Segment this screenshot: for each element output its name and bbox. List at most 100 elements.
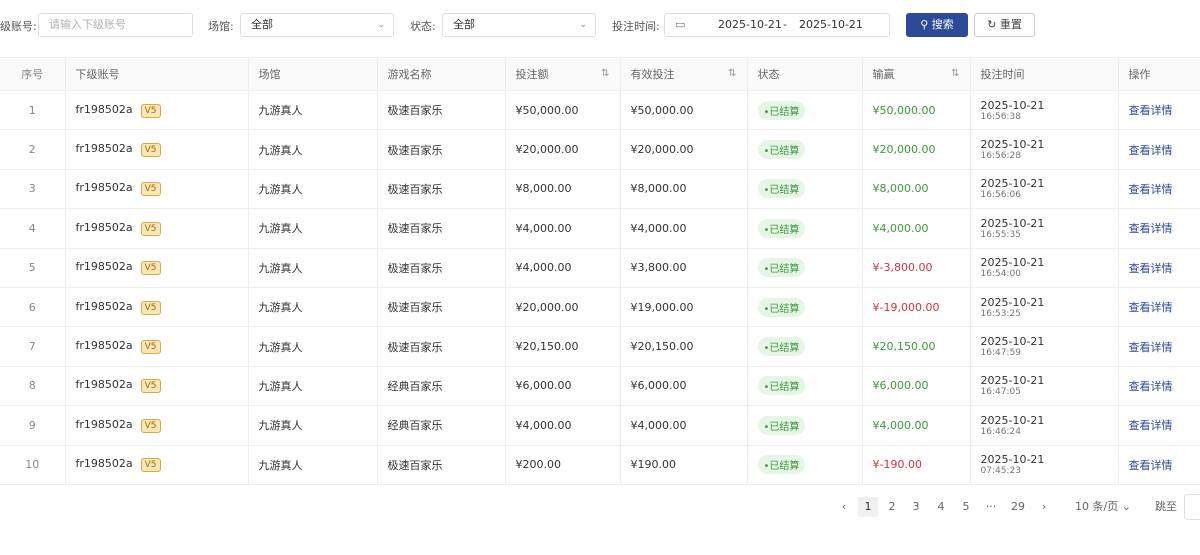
row-index: 3	[0, 169, 66, 210]
vip-badge: V5	[140, 340, 161, 355]
game-cell: 极速百家乐	[377, 445, 506, 485]
action-cell: 查看详情	[1118, 129, 1200, 170]
column-header[interactable]: 有效投注 ⇅	[620, 57, 748, 91]
page-size-select[interactable]: 10 条/页 ⌄	[1075, 500, 1131, 513]
valid-bet-cell: ¥4,000.00	[620, 405, 748, 446]
win-loss-cell: ¥4,000.00	[862, 405, 971, 446]
search-icon: ⚲	[920, 18, 932, 31]
calendar-icon: ▭	[675, 18, 686, 31]
chevron-down-icon: ⌄	[377, 20, 385, 30]
valid-bet-cell: ¥19,000.00	[620, 287, 748, 328]
win-loss-cell: ¥8,000.00	[862, 169, 971, 210]
view-details-link[interactable]: 查看详情	[1128, 222, 1173, 236]
venue-cell: 九游真人	[248, 169, 378, 210]
account-cell: fr198502a V5	[65, 287, 249, 328]
sort-icon[interactable]: ⇅	[601, 68, 610, 79]
page-button[interactable]: 2	[888, 500, 896, 513]
page-button[interactable]: 1	[858, 497, 878, 517]
view-details-link[interactable]: 查看详情	[1128, 419, 1173, 433]
bet-cell: ¥4,000.00	[505, 208, 621, 249]
refresh-icon: ↻	[987, 18, 1000, 31]
win-loss-cell: ¥4,000.00	[862, 208, 971, 249]
view-details-link[interactable]: 查看详情	[1128, 379, 1173, 393]
view-details-link[interactable]: 查看详情	[1128, 340, 1173, 354]
page-button[interactable]: 5	[962, 500, 970, 513]
status-badge: •已结算	[757, 337, 806, 357]
jump-input[interactable]	[1184, 494, 1200, 520]
game-cell: 极速百家乐	[377, 90, 506, 131]
venue-label: 场馆:	[208, 20, 234, 33]
bet-cell: ¥20,150.00	[505, 326, 621, 367]
page-button[interactable]: 4	[937, 500, 945, 513]
view-details-link[interactable]: 查看详情	[1128, 301, 1173, 315]
column-header: 场馆	[248, 57, 378, 91]
jump-label: 跳至	[1155, 500, 1177, 513]
row-index: 7	[0, 326, 66, 367]
sort-icon[interactable]: ⇅	[728, 68, 737, 79]
page-button[interactable]: ···	[985, 500, 997, 513]
chevron-down-icon: ⌄	[1121, 500, 1131, 513]
game-cell: 极速百家乐	[377, 208, 506, 249]
account-cell: fr198502a V5	[65, 129, 249, 170]
account-cell: fr198502a V5	[65, 90, 249, 131]
bet-cell: ¥4,000.00	[505, 248, 621, 288]
valid-bet-cell: ¥3,800.00	[620, 248, 748, 288]
time-cell: 2025-10-21 16:55:35	[970, 208, 1119, 249]
view-details-link[interactable]: 查看详情	[1128, 261, 1173, 275]
win-loss-cell: ¥6,000.00	[862, 366, 971, 407]
view-details-link[interactable]: 查看详情	[1128, 104, 1173, 118]
column-header[interactable]: 输赢 ⇅	[862, 57, 971, 91]
page-button[interactable]: 3	[912, 500, 920, 513]
reset-button[interactable]: ↻ 重置	[974, 13, 1035, 37]
win-loss-cell: ¥20,000.00	[862, 129, 971, 170]
vip-badge: V5	[140, 103, 161, 118]
vip-badge: V5	[140, 418, 161, 433]
column-header[interactable]: 投注额 ⇅	[505, 57, 621, 91]
status-label: 状态:	[410, 20, 436, 33]
filter-bar: 级账号: 请输入下级账号 场馆: 全部 ⌄ 状态: 全部 ⌄ 投注时间: ▭ 202…	[0, 13, 1200, 37]
win-loss-cell: ¥50,000.00	[862, 90, 971, 131]
win-loss-cell: ¥20,150.00	[862, 326, 971, 367]
page-button[interactable]: 29	[1011, 500, 1025, 513]
date-range-picker[interactable]: ▭ 2025-10-21 - 2025-10-21	[664, 13, 890, 37]
table-row: 7 fr198502a V5 九游真人 极速百家乐 ¥20,150.00 ¥20,…	[0, 326, 1200, 367]
status-badge: •已结算	[757, 179, 806, 199]
account-cell: fr198502a V5	[65, 326, 249, 367]
bet-cell: ¥20,000.00	[505, 129, 621, 170]
view-details-link[interactable]: 查看详情	[1128, 182, 1173, 196]
venue-cell: 九游真人	[248, 129, 378, 170]
next-page-button[interactable]: ›	[1041, 500, 1047, 513]
time-cell: 2025-10-21 16:53:25	[970, 287, 1119, 328]
status-badge: •已结算	[757, 415, 806, 435]
status-cell: •已结算	[747, 90, 863, 131]
status-select[interactable]: 全部 ⌄	[442, 13, 596, 37]
column-header: 下级账号	[65, 57, 249, 91]
bet-cell: ¥6,000.00	[505, 366, 621, 407]
status-badge: •已结算	[757, 297, 806, 317]
prev-page-button[interactable]: ‹	[841, 500, 847, 513]
sort-icon[interactable]: ⇅	[951, 68, 960, 79]
venue-select[interactable]: 全部 ⌄	[240, 13, 394, 37]
action-cell: 查看详情	[1118, 326, 1200, 367]
status-cell: •已结算	[747, 248, 863, 288]
column-header: 游戏名称	[377, 57, 506, 91]
status-badge: •已结算	[757, 218, 806, 238]
action-cell: 查看详情	[1118, 248, 1200, 288]
account-input[interactable]: 请输入下级账号	[38, 13, 193, 37]
bet-cell: ¥20,000.00	[505, 287, 621, 328]
account-cell: fr198502a V5	[65, 248, 249, 288]
search-button[interactable]: ⚲ 搜索	[906, 13, 968, 37]
valid-bet-cell: ¥50,000.00	[620, 90, 748, 131]
row-index: 6	[0, 287, 66, 328]
column-header: 序号	[0, 57, 66, 91]
time-cell: 2025-10-21 16:47:05	[970, 366, 1119, 407]
view-details-link[interactable]: 查看详情	[1128, 458, 1173, 472]
table-row: 5 fr198502a V5 九游真人 极速百家乐 ¥4,000.00 ¥3,80…	[0, 248, 1200, 288]
time-cell: 2025-10-21 16:56:38	[970, 90, 1119, 131]
action-cell: 查看详情	[1118, 90, 1200, 131]
status-badge: •已结算	[757, 455, 806, 475]
row-index: 9	[0, 405, 66, 446]
time-cell: 2025-10-21 16:54:00	[970, 248, 1119, 288]
game-cell: 极速百家乐	[377, 326, 506, 367]
view-details-link[interactable]: 查看详情	[1128, 143, 1173, 157]
